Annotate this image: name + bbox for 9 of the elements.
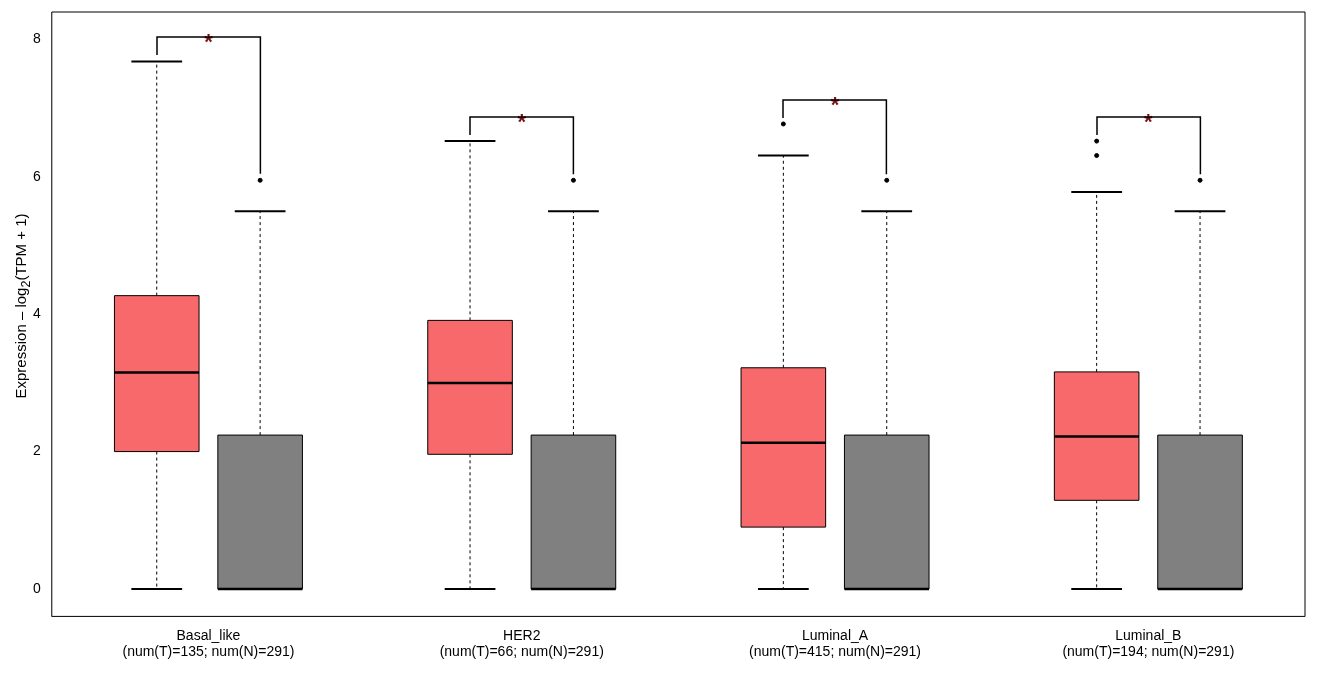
x-tick-label: Basal_like (num(T)=135; num(N)=291) [122, 626, 295, 660]
y-tick-label: 2 [32, 442, 41, 459]
x-tick-label: HER2 (num(T)=66; num(N)=291) [439, 626, 604, 660]
y-tick-label: 6 [32, 167, 41, 184]
x-tick-label: Luminal_B (num(T)=194; num(N)=291) [1062, 626, 1235, 660]
y-tick-label: 0 [32, 579, 41, 596]
y-tick-label: 8 [32, 30, 41, 47]
y-tick-label: 4 [32, 305, 41, 322]
x-tick-label: Luminal_A (num(T)=415; num(N)=291) [749, 626, 922, 660]
